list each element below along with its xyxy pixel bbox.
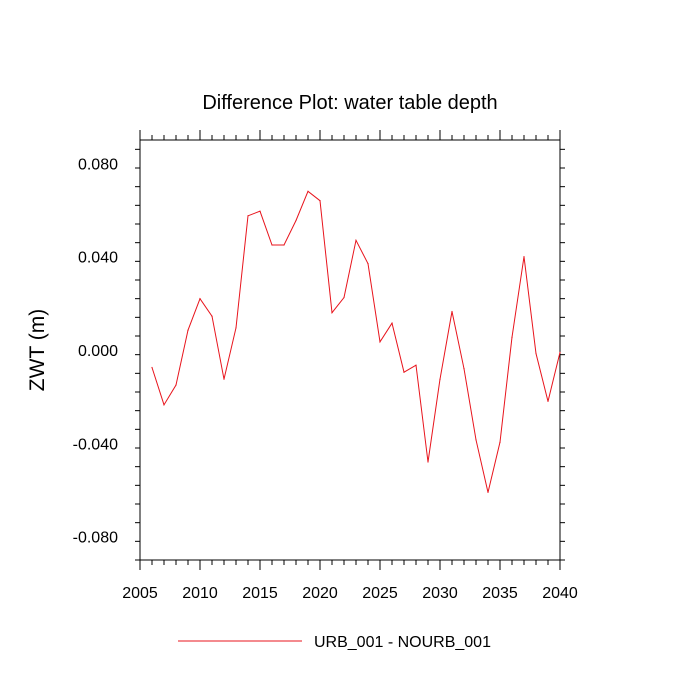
axis-ticks: [135, 130, 565, 570]
data-point: [307, 190, 309, 192]
chart-title: Difference Plot: water table depth: [202, 92, 497, 114]
legend: URB_001 - NOURB_001: [178, 634, 491, 651]
data-point: [223, 378, 225, 380]
y-tick-label: 0.040: [78, 250, 118, 267]
data-point: [451, 310, 453, 313]
data-point: [427, 461, 429, 463]
data-point: [475, 439, 477, 441]
data-point: [163, 404, 165, 406]
x-tick-label: 2025: [362, 585, 398, 602]
data-point: [151, 366, 153, 369]
data-point: [559, 351, 561, 353]
series-group: [151, 190, 561, 493]
y-axis-label: ZWT (m): [26, 309, 49, 391]
data-point: [439, 378, 441, 380]
y-tick-label: -0.080: [73, 530, 118, 547]
data-point: [403, 371, 405, 373]
data-point: [199, 298, 201, 300]
data-point: [247, 215, 249, 217]
data-point: [295, 219, 297, 222]
x-tick-label: 2020: [302, 585, 338, 602]
data-point: [259, 210, 261, 212]
x-tick-label: 2010: [182, 585, 218, 602]
x-tick-label: 2015: [242, 585, 278, 602]
y-tick-label: 0.080: [78, 156, 118, 173]
data-point: [175, 384, 177, 386]
y-tick-label: -0.040: [73, 436, 118, 453]
data-point: [355, 239, 357, 241]
data-point: [379, 341, 381, 343]
legend-label: URB_001 - NOURB_001: [314, 634, 491, 651]
series-line: [151, 190, 561, 493]
data-point: [271, 244, 273, 246]
data-point: [415, 364, 417, 366]
data-point: [331, 312, 333, 314]
data-point: [463, 368, 465, 370]
data-point: [211, 315, 213, 317]
data-point: [523, 256, 525, 258]
plot-frame: [139, 139, 561, 561]
data-point: [511, 336, 513, 338]
data-point: [319, 200, 321, 202]
data-point: [499, 441, 501, 443]
x-tick-label: 2040: [542, 585, 578, 602]
data-point: [283, 244, 285, 246]
x-tick-label: 2030: [422, 585, 458, 602]
data-point: [547, 400, 549, 402]
data-point: [391, 322, 393, 324]
data-point: [535, 352, 537, 355]
y-tick-label: 0.000: [78, 343, 118, 360]
data-point: [235, 327, 237, 329]
x-tick-label: 2035: [482, 585, 518, 602]
axis-tick-labels: 2005 2010 2015 2020 2025 2030 2035 2040 -0.080 -0…: [73, 156, 578, 602]
data-point: [367, 263, 369, 265]
x-tick-label: 2005: [122, 585, 158, 602]
data-point: [487, 491, 489, 493]
data-point: [343, 296, 345, 299]
data-point: [187, 329, 189, 331]
